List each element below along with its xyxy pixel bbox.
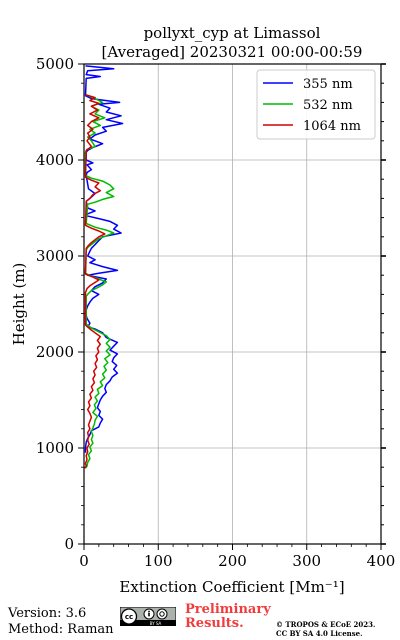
x-tick-label: 100 [144,552,173,570]
series-line-1064-nm [84,93,106,469]
copyright-line1: © TROPOS & ECoE 2023. [276,620,376,629]
y-tick-label: 4000 [36,151,74,169]
preliminary-line2: Results. [185,616,244,631]
version-text: Version: 3.6 [8,606,87,621]
y-tick-label: 3000 [36,247,74,265]
x-tick-label: 400 [367,552,396,570]
method-text: Method: Raman [8,622,114,637]
chart-title-line1: pollyxt_cyp at Limassol [144,24,321,42]
copyright-line2: CC BY SA 4.0 License. [276,629,363,638]
legend: 355 nm 532 nm 1064 nm [256,69,376,140]
y-tick-label: 1000 [36,439,74,457]
axis-ticks [78,63,386,550]
legend-box [256,69,376,140]
preliminary-line1: Preliminary [185,602,271,617]
cc-license-logo: cc BY SA [120,607,176,626]
preliminary-results-note: Preliminary Results. [185,603,271,631]
chart-title-line2: [Averaged] 20230321 00:00-00:59 [102,43,363,61]
y-axis-label: Height (m) [10,263,28,346]
y-tick-label: 0 [64,535,74,553]
x-tick-label: 300 [292,552,321,570]
copyright-note: © TROPOS & ECoE 2023. CC BY SA 4.0 Licen… [276,620,375,638]
legend-label: 355 nm [303,77,353,92]
series-layer [84,65,124,469]
svg-text:cc: cc [125,613,133,621]
y-tick-label: 2000 [36,343,74,361]
y-tick-label: 5000 [36,55,74,73]
legend-label: 532 nm [303,98,353,113]
series-line-355-nm [84,65,124,453]
x-tick-label: 0 [79,552,89,570]
x-axis-label: Extinction Coefficient [Mm⁻¹] [119,578,344,596]
legend-label: 1064 nm [303,119,361,134]
x-tick-label: 200 [218,552,247,570]
license-logo-text: BY SA [150,621,162,626]
